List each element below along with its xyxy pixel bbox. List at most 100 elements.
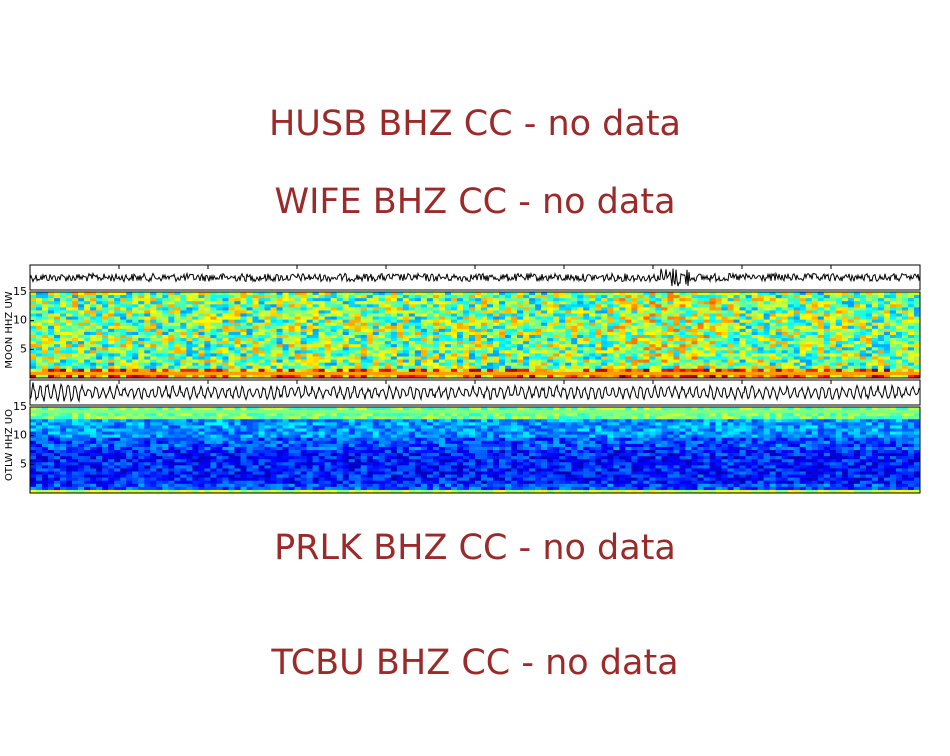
spectrogram-cell [607, 365, 614, 370]
spectrogram-cell [481, 410, 488, 414]
spectrogram-cell [168, 298, 175, 302]
spectrogram-cell [805, 325, 813, 330]
spectrogram-cell [396, 371, 404, 376]
spectrogram-cell [517, 344, 524, 348]
spectrogram-cell [703, 350, 710, 354]
spectrogram-cell [168, 292, 175, 296]
spectrogram-cell [817, 353, 825, 357]
spectrogram-cell [877, 313, 885, 317]
spectrogram-cell [487, 316, 494, 320]
spectrogram-cell [751, 341, 758, 345]
spectrogram-cell [432, 344, 440, 348]
spectrogram-cell [865, 413, 873, 417]
spectrogram-cell [547, 319, 554, 324]
spectrogram-cell [396, 347, 404, 351]
spectrogram-cell [210, 422, 217, 426]
spectrogram-cell [553, 313, 560, 317]
spectrogram-cell [775, 295, 782, 299]
spectrogram-cell [511, 322, 518, 327]
spectrogram-cell [595, 304, 602, 308]
spectrogram-cell [30, 313, 37, 317]
spectrogram-cell [595, 344, 602, 348]
spectrogram-cell [396, 344, 404, 348]
spectrogram-cell [655, 298, 662, 302]
spectrogram-cell [487, 310, 494, 314]
spectrogram-cell [402, 362, 410, 367]
spectrogram-cell [426, 371, 434, 376]
spectrogram-cell [150, 413, 157, 417]
spectrogram-cell [487, 319, 494, 324]
spectrogram-cell [54, 307, 61, 311]
spectrogram-cell [541, 410, 548, 414]
spectrogram-cell [853, 419, 861, 423]
spectrogram-cell [402, 350, 410, 354]
spectrogram-cell [234, 416, 241, 420]
spectrogram-cell [282, 371, 289, 376]
spectrogram-cell [697, 319, 704, 324]
spectrogram-cell [781, 295, 788, 299]
spectrogram-cell [162, 416, 169, 420]
spectrogram-cell [366, 295, 374, 299]
spectrogram-cell [258, 313, 265, 317]
spectrogram-cell [240, 371, 247, 376]
spectrogram-cell [733, 407, 740, 411]
spectrogram-cell [102, 316, 109, 320]
spectrogram-cell [619, 359, 626, 363]
spectrogram-cell [751, 371, 758, 376]
spectrogram-cell [799, 322, 807, 327]
spectrogram-cell [811, 356, 819, 360]
spectrogram-cell [120, 353, 127, 357]
spectrogram-cell [162, 353, 169, 357]
spectrogram-cell [420, 371, 428, 376]
spectrogram-cell [523, 353, 530, 357]
spectrogram-cell [643, 359, 650, 363]
spectrogram-cell [835, 331, 843, 336]
spectrogram-cell [204, 322, 211, 327]
spectrogram-cell [727, 310, 734, 314]
spectrogram-cell [595, 292, 602, 296]
spectrogram-cell [54, 310, 61, 314]
spectrogram-cell [246, 362, 253, 367]
spectrogram-cell [565, 331, 572, 336]
spectrogram-cell [324, 413, 331, 417]
spectrogram-cell [180, 298, 187, 302]
spectrogram-cell [54, 331, 61, 336]
spectrogram-cell [264, 341, 271, 345]
spectrogram-cell [637, 410, 644, 414]
spectrogram-cell [835, 335, 843, 339]
spectrogram-cell [769, 335, 776, 339]
spectrogram-cell [258, 298, 265, 302]
spectrogram-cell [553, 338, 560, 342]
spectrogram-cell [90, 344, 97, 348]
spectrogram-cell [138, 316, 145, 320]
spectrogram-cell [420, 374, 428, 379]
spectrogram-cell [853, 416, 861, 420]
spectrogram-cell [601, 322, 608, 327]
spectrogram-cell [414, 416, 422, 420]
spectrogram-cell [72, 325, 79, 330]
spectrogram-cell [703, 307, 710, 311]
spectrogram-cell [799, 359, 807, 363]
spectrogram-cell [270, 371, 277, 376]
spectrogram-cell [679, 371, 686, 376]
spectrogram-cell [294, 325, 301, 330]
spectrogram-cell [673, 419, 680, 423]
spectrogram-cell [493, 350, 500, 354]
spectrogram-cell [342, 328, 350, 333]
spectrogram-cell [475, 298, 482, 302]
spectrogram-cell [42, 368, 49, 373]
spectrogram-cell [523, 319, 530, 324]
spectrogram-cell [889, 365, 897, 370]
spectrogram-cell [432, 413, 440, 417]
spectrogram-cell [847, 292, 855, 296]
spectrogram-cell [78, 331, 85, 336]
spectrogram-cell [30, 350, 37, 354]
spectrogram-cell [240, 301, 247, 305]
spectrogram-cell [763, 362, 770, 367]
spectrogram-cell [589, 407, 596, 411]
spectrogram-cell [559, 344, 566, 348]
spectrogram-cell [450, 307, 458, 311]
spectrogram-cell [763, 292, 770, 296]
spectrogram-cell [90, 416, 97, 420]
spectrogram-cell [120, 407, 127, 411]
